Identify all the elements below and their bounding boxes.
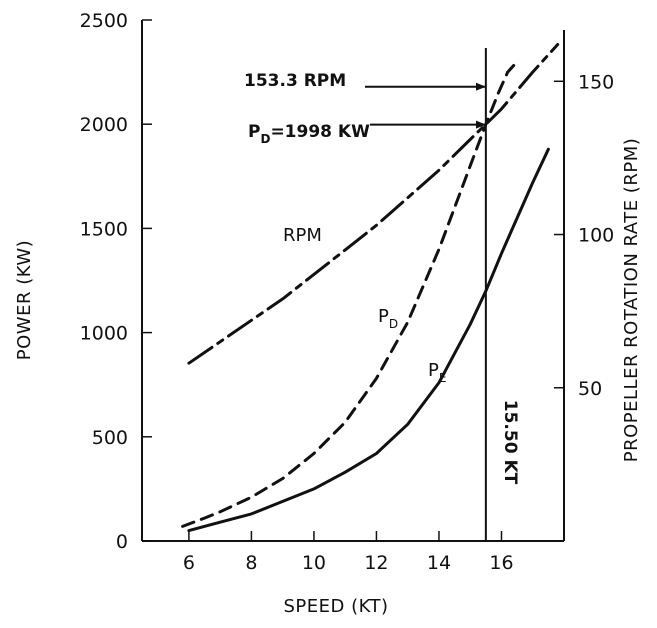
vline-label: 15.50 KT [500,400,520,485]
y-axis-label: POWER (KW) [14,240,35,360]
pd-curve-label: PD [378,306,398,331]
y2-tick-label: 50 [578,378,602,400]
rpm-curve-label: RPM [283,225,322,246]
series-rpm-line [187,43,560,365]
y-tick-label: 1000 [80,323,128,345]
series-pd-line [181,60,519,528]
y2-axis-label: PROPELLER ROTATION RATE (RPM) [621,138,642,462]
x-axis-ticks: 6 8 10 12 14 16 [183,531,514,574]
y2-axis-ticks: 50 100 150 [554,71,614,400]
pd-annotation-main: P [248,122,260,142]
pe-curve-label: PE [428,360,446,385]
pd-curve-label-main: P [378,306,389,327]
x-tick-label: 10 [302,552,326,574]
y-tick-label: 2000 [80,114,128,136]
pd-curve-label-sub: D [389,317,398,331]
y-tick-label: 2500 [80,10,128,32]
x-tick-label: 6 [183,552,195,574]
y2-tick-label: 100 [578,225,614,247]
annotations [365,48,487,541]
pe-curve-label-main: P [428,360,439,381]
x-tick-label: 14 [427,552,451,574]
x-tick-label: 8 [245,552,257,574]
y-axis-ticks: 0 500 1000 1500 2000 2500 [80,10,152,553]
x-tick-label: 16 [489,552,513,574]
y-tick-label: 1500 [80,218,128,240]
plot-frame [141,20,565,542]
pe-curve-label-sub: E [439,371,447,385]
pd-annotation-sub: D [260,132,270,146]
x-axis-label: SPEED (KT) [283,596,388,617]
x-tick-label: 12 [364,552,388,574]
series-pe-line [187,147,550,533]
y-tick-label: 500 [92,427,128,449]
series-lines [181,43,560,533]
pd-annotation-rest: =1998 KW [270,122,370,142]
rpm-annotation-text: 153.3 RPM [244,71,346,91]
pd-annotation-text: PD=1998 KW [248,122,370,146]
y-tick-label: 0 [116,531,128,553]
y2-tick-label: 150 [578,71,614,93]
